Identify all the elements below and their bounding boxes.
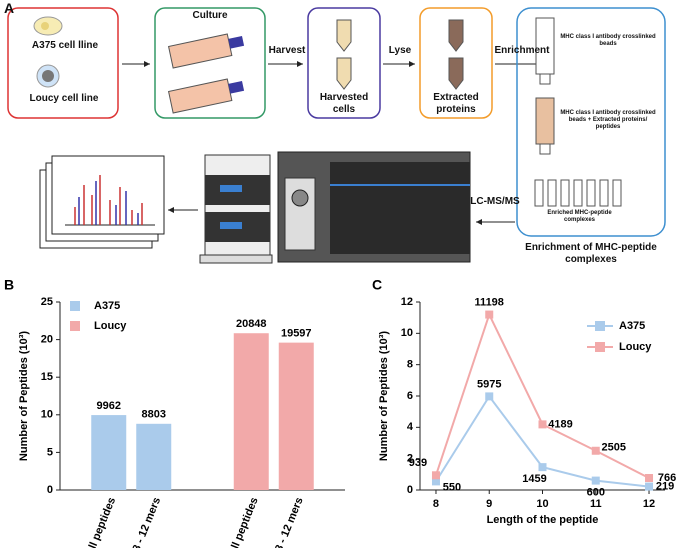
x-tick-label: All peptides — [84, 496, 118, 548]
harvest-box — [307, 7, 381, 119]
y-tick-label: 0 — [407, 484, 413, 496]
panel-label: C — [372, 277, 382, 293]
y-tick-label: 10 — [401, 327, 413, 339]
step-label: MHC class I antibody crosslinked beads — [560, 34, 656, 47]
value-label: 600 — [587, 487, 605, 499]
mass-spectrometer — [199, 151, 471, 264]
x-tick-label: 10 — [536, 498, 548, 510]
y-tick-label: 20 — [41, 334, 53, 346]
value-label: 766 — [658, 472, 676, 484]
y-tick-label: 6 — [407, 390, 413, 402]
marker — [538, 463, 547, 472]
legend-swatch — [70, 321, 80, 331]
value-label: 1459 — [522, 473, 546, 485]
step-label: Culture — [192, 10, 228, 21]
column-tip — [539, 143, 551, 155]
y-tick-label: 5 — [47, 446, 53, 458]
arrow-label: Harvest — [268, 45, 306, 56]
marker — [431, 477, 440, 486]
value-label: 550 — [443, 481, 461, 493]
value-label: 8803 — [142, 409, 166, 421]
bar — [136, 423, 172, 490]
column — [535, 97, 555, 145]
marker — [591, 476, 600, 485]
value-label: 19597 — [281, 328, 312, 340]
panel-label: B — [4, 277, 14, 293]
y-tick-label: 10 — [41, 409, 53, 421]
culture-box — [154, 7, 266, 119]
spectra — [39, 155, 165, 249]
value-label: 939 — [409, 457, 427, 469]
legend-label: A375 — [94, 300, 120, 312]
y-axis-label: Number of Peptides (10³) — [18, 331, 30, 462]
value-label: 5975 — [477, 378, 501, 390]
nucleus — [42, 70, 54, 82]
tube — [448, 57, 464, 90]
legend-label: Loucy — [619, 341, 652, 353]
value-label: 20848 — [236, 318, 267, 330]
step-label: Extracted proteins — [433, 92, 479, 115]
x-tick-label: 8 - 12 mers — [273, 496, 306, 548]
marker — [485, 392, 494, 401]
flask — [167, 78, 245, 114]
nucleus — [41, 22, 49, 30]
value-label: 219 — [656, 480, 674, 492]
bar — [278, 342, 314, 490]
y-tick-label: 15 — [41, 371, 53, 383]
tube — [448, 19, 464, 52]
y-tick-label: 0 — [47, 484, 53, 496]
bar — [91, 415, 127, 490]
tube — [336, 19, 352, 52]
protein-box — [419, 7, 493, 119]
y-tick-label: 12 — [401, 296, 413, 308]
step-label: Enriched MHC-peptide complexes — [547, 210, 612, 223]
x-tick-label: 8 — [433, 498, 439, 510]
bar — [233, 333, 269, 490]
tubes — [534, 179, 622, 207]
tube — [336, 57, 352, 90]
arrow-label: LC-MS/MS — [470, 196, 520, 207]
marker — [431, 471, 440, 480]
caption: Enrichment of MHC-peptide complexes — [525, 242, 657, 265]
legend-label: Loucy — [94, 320, 127, 332]
arrow-label: Lyse — [388, 45, 412, 56]
column-tip — [539, 73, 551, 85]
marker — [645, 473, 654, 482]
marker — [645, 482, 654, 491]
marker — [485, 310, 494, 319]
cell-box — [7, 7, 119, 119]
y-tick-label: 8 — [407, 359, 413, 371]
value-label: 9962 — [97, 400, 121, 412]
x-tick-label: 11 — [590, 498, 602, 510]
panel-label: A — [4, 0, 15, 16]
y-tick-label: 4 — [407, 421, 414, 433]
y-axis-label: Number of Peptides (10³) — [378, 331, 390, 462]
enrichment-box — [516, 7, 666, 237]
step-label: Harvested cells — [319, 92, 369, 115]
legend-label: A375 — [619, 320, 645, 332]
y-tick-label: 25 — [41, 296, 53, 308]
x-tick-label: 9 — [486, 498, 492, 510]
x-tick-label: All peptides — [226, 496, 260, 548]
legend-swatch — [70, 301, 80, 311]
value-label: 2505 — [602, 442, 626, 454]
marker — [538, 420, 547, 429]
cell-label: Loucy cell line — [29, 93, 99, 104]
x-tick-label: 12 — [643, 498, 655, 510]
value-label: 4189 — [548, 418, 572, 430]
value-label: 11198 — [475, 296, 504, 308]
cell-label: A375 cell lline — [31, 40, 99, 51]
step-label: MHC class I antibody crosslinked beads +… — [560, 110, 656, 130]
arrow-label: Enrichment — [494, 45, 550, 56]
x-tick-label: 8 - 12 mers — [131, 496, 164, 548]
marker — [591, 446, 600, 455]
y-tick-label: 2 — [407, 453, 413, 465]
x-axis-label: Length of the peptide — [487, 514, 599, 526]
flask — [167, 33, 245, 69]
